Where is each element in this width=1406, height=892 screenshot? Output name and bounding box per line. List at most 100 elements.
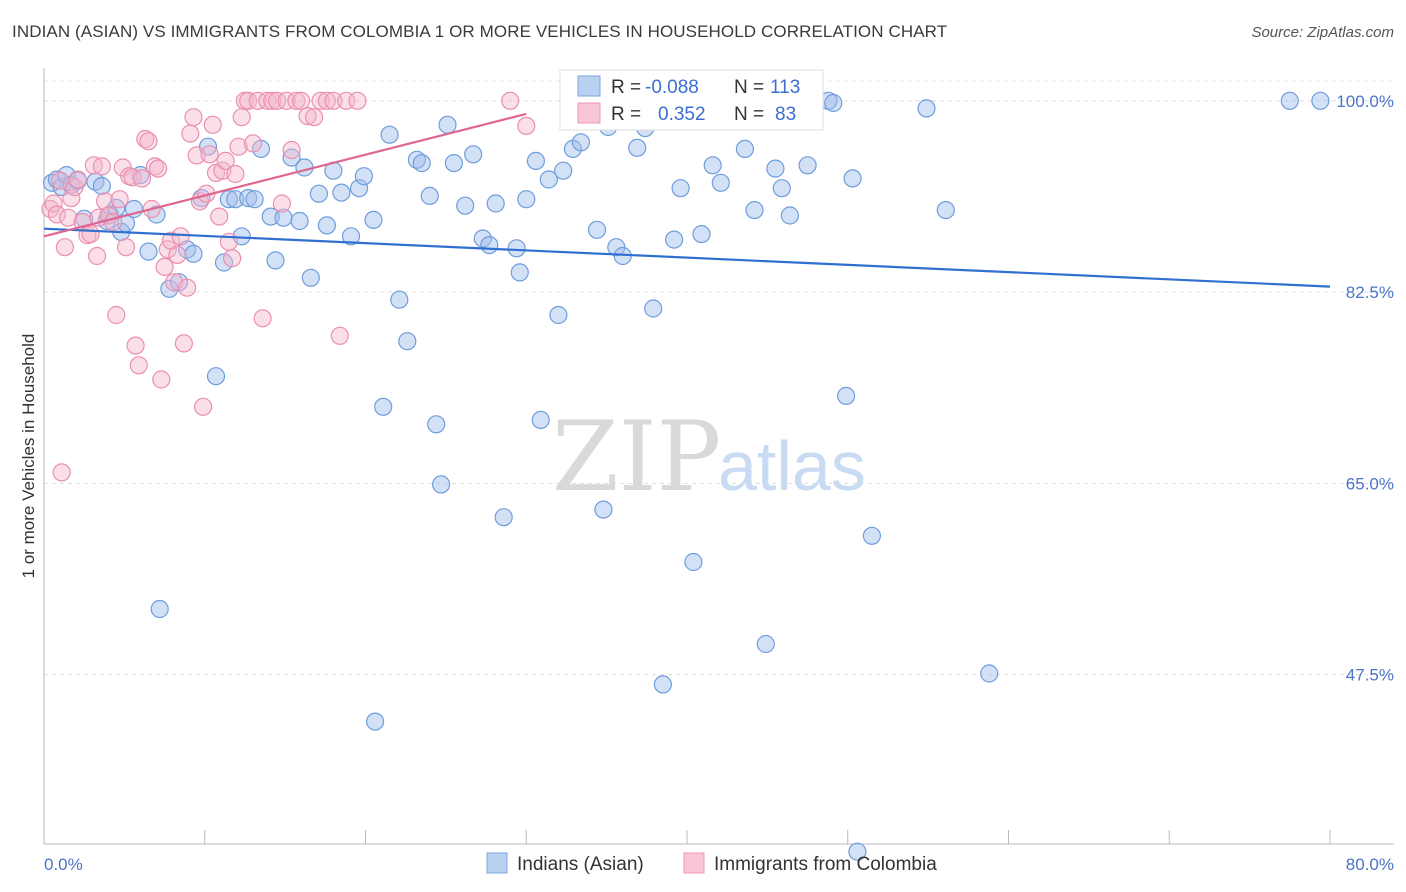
- y-axis-label: 1 or more Vehicles in Household: [19, 334, 38, 579]
- point-indians-54: [427, 415, 446, 434]
- point-indians-87: [671, 179, 690, 198]
- watermark-zip: ZIP: [552, 401, 721, 513]
- point-indians-57: [444, 154, 463, 173]
- point-colombia-71: [287, 91, 306, 110]
- watermark: ZIP atlas: [552, 401, 866, 513]
- point-colombia-44: [184, 108, 203, 127]
- point-indians-27: [226, 190, 245, 209]
- point-colombia-70: [282, 140, 301, 160]
- point-indians-70: [549, 305, 568, 325]
- point-colombia-1: [44, 194, 63, 213]
- top-legend-box: [559, 69, 824, 131]
- y-tick-label-0: 100.0%: [1336, 92, 1394, 111]
- point-indians-96: [766, 159, 785, 178]
- point-colombia-63: [248, 91, 267, 110]
- point-indians-32: [261, 207, 280, 226]
- point-colombia-30: [139, 132, 158, 151]
- point-indians-68: [531, 410, 550, 429]
- legend-r-value-1: 0.352: [658, 104, 706, 125]
- point-indians-89: [692, 225, 711, 244]
- point-colombia-81: [517, 116, 536, 136]
- point-indians-104: [848, 842, 867, 861]
- top-legend: R = -0.088 N = 113 R = 0.352 N = 83: [559, 69, 824, 131]
- legend-r-value-0: -0.088: [645, 77, 699, 98]
- bottom-legend-label-colombia: Immigrants from Colombia: [714, 854, 937, 875]
- point-indians-67: [526, 151, 546, 170]
- point-indians-97: [772, 179, 791, 198]
- trend-line-colombia: [43, 112, 527, 238]
- legend-n-value-1: 83: [775, 104, 796, 125]
- y-tick-label-2: 65.0%: [1346, 474, 1394, 493]
- legend-n-label-1: N =: [734, 104, 764, 125]
- point-colombia-73: [298, 106, 317, 126]
- point-colombia-68: [272, 194, 291, 213]
- point-indians-59: [464, 145, 483, 164]
- point-colombia-69: [277, 91, 296, 110]
- point-indians-53: [420, 186, 439, 205]
- point-indians-76: [594, 500, 613, 519]
- point-colombia-49: [200, 145, 219, 164]
- point-indians-16: [139, 242, 158, 261]
- point-indians-110: [1311, 91, 1330, 110]
- point-colombia-41: [174, 334, 193, 353]
- point-colombia-6: [58, 208, 78, 227]
- point-indians-33: [266, 251, 285, 270]
- legend-r-label-0: R =: [611, 77, 641, 98]
- trend-line-indians: [43, 227, 1331, 288]
- point-colombia-35: [155, 257, 174, 276]
- point-colombia-66: [263, 91, 282, 110]
- point-indians-36: [290, 211, 309, 231]
- point-colombia-5: [55, 238, 75, 257]
- point-indians-39: [309, 184, 328, 203]
- point-indians-91: [711, 173, 730, 192]
- point-indians-98: [780, 206, 800, 225]
- point-colombia-27: [129, 356, 148, 375]
- point-indians-108: [980, 664, 999, 683]
- point-indians-65: [510, 263, 529, 282]
- point-indians-55: [432, 475, 451, 494]
- point-colombia-39: [168, 245, 187, 264]
- point-indians-90: [703, 156, 722, 175]
- point-indians-25: [214, 253, 234, 272]
- point-colombia-34: [152, 370, 171, 389]
- legend-swatch-indians: [577, 75, 601, 97]
- point-colombia-40: [171, 227, 190, 246]
- point-indians-45: [354, 167, 373, 186]
- point-indians-112: [366, 712, 385, 731]
- point-colombia-33: [149, 159, 168, 178]
- point-indians-60: [473, 229, 492, 248]
- point-indians-86: [664, 230, 684, 249]
- point-colombia-28: [133, 169, 152, 188]
- point-indians-109: [1280, 91, 1299, 110]
- point-indians-61: [480, 236, 499, 255]
- bottom-legend: Indians (Asian) Immigrants from Colombia: [486, 852, 937, 875]
- point-indians-63: [494, 508, 513, 527]
- point-colombia-57: [226, 164, 245, 184]
- point-colombia-74: [305, 108, 324, 127]
- point-colombia-64: [253, 309, 272, 328]
- point-indians-81: [628, 138, 647, 157]
- point-colombia-14: [87, 246, 107, 266]
- watermark-atlas: atlas: [718, 427, 866, 505]
- point-indians-88: [684, 552, 703, 572]
- legend-n-label-0: N =: [734, 77, 764, 98]
- bottom-legend-label-indians: Indians (Asian): [517, 854, 644, 875]
- point-indians-40: [317, 216, 336, 235]
- point-indians-43: [341, 227, 361, 246]
- series-colombia-points: [41, 91, 536, 482]
- point-indians-49: [390, 290, 409, 309]
- source-label: Source: ZipAtlas.com: [1251, 24, 1394, 41]
- point-colombia-67: [268, 91, 287, 110]
- point-indians-106: [917, 99, 936, 118]
- point-colombia-25: [123, 168, 142, 187]
- point-colombia-65: [258, 91, 277, 110]
- point-indians-38: [301, 268, 320, 287]
- point-indians-51: [407, 150, 426, 169]
- point-indians-66: [517, 190, 536, 209]
- point-indians-111: [150, 599, 169, 619]
- point-indians-50: [398, 332, 417, 351]
- point-indians-102: [836, 386, 856, 405]
- point-indians-8: [92, 176, 112, 196]
- y-tick-label-3: 47.5%: [1346, 666, 1394, 685]
